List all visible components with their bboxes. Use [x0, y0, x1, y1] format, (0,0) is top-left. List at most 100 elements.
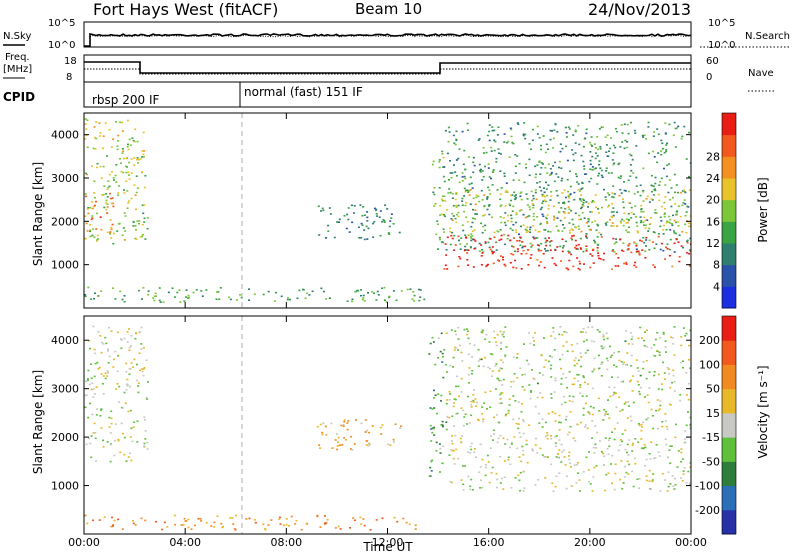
velocity-cell — [532, 336, 535, 339]
power-cell — [567, 200, 570, 203]
power-cell — [652, 194, 655, 196]
power-cell — [664, 122, 667, 124]
velocity-cell — [88, 340, 91, 342]
power-cell — [86, 119, 89, 121]
power-cell — [549, 199, 552, 201]
velocity-cell — [585, 456, 588, 459]
velocity-cell — [213, 521, 216, 524]
velocity-cell — [488, 481, 491, 484]
power-cell — [580, 230, 583, 233]
velocity-cell — [496, 486, 498, 489]
power-cell — [505, 189, 508, 192]
velocity-cell — [510, 487, 513, 489]
power-cell — [593, 168, 596, 170]
power-cell — [478, 163, 481, 166]
power-cell — [467, 129, 470, 131]
power-cell — [90, 298, 93, 300]
power-cell — [594, 157, 597, 160]
velocity-cell — [92, 388, 95, 390]
power-cell — [536, 244, 539, 246]
velocity-cell — [136, 441, 139, 443]
power-cell — [143, 217, 146, 220]
velocity-cell — [602, 419, 605, 421]
power-cell — [475, 194, 478, 196]
velocity-cell — [91, 413, 94, 416]
velocity-cell — [343, 437, 346, 439]
velocity-cell — [648, 387, 651, 389]
power-cell — [482, 146, 485, 149]
velocity-cell — [522, 471, 525, 473]
velocity-cell — [343, 419, 346, 421]
power-cell — [635, 245, 638, 247]
velocity-cell — [662, 361, 664, 364]
power-cell — [637, 250, 640, 253]
power-cell — [531, 139, 534, 142]
power-cell — [471, 235, 474, 237]
power-cell — [499, 205, 502, 208]
power-cell — [640, 211, 643, 213]
power-cell — [135, 208, 138, 210]
power-cell — [601, 176, 604, 178]
power-cell — [605, 199, 607, 201]
power-cell — [647, 121, 650, 124]
power-cell — [458, 181, 461, 184]
x-tick-label: 00:00 — [675, 536, 707, 549]
velocity-cell — [607, 399, 609, 401]
power-cell — [98, 122, 101, 124]
power-cell — [106, 188, 109, 191]
power-cell — [530, 190, 533, 193]
velocity-cell — [431, 408, 434, 410]
velocity-cell — [319, 423, 322, 426]
power-cell — [510, 217, 513, 220]
power-cell — [433, 187, 436, 189]
velocity-cell — [514, 400, 517, 402]
power-cell — [603, 188, 605, 191]
velocity-cell — [610, 463, 612, 465]
power-cell — [379, 234, 382, 237]
power-cell — [510, 253, 513, 255]
power-cell — [542, 215, 545, 217]
velocity-cell — [231, 517, 234, 519]
nsearch-tick-top: 10^5 — [708, 18, 735, 29]
velocity-cell — [435, 441, 438, 444]
velocity-cell — [579, 384, 582, 386]
power-cell — [462, 229, 465, 232]
velocity-cell — [493, 337, 496, 339]
velocity-cell — [562, 395, 565, 398]
velocity-cell — [445, 402, 448, 405]
power-cell — [662, 249, 665, 252]
power-cell — [636, 225, 639, 227]
power-cell — [493, 236, 496, 238]
power-cell — [623, 212, 626, 215]
velocity-cell — [683, 438, 686, 440]
power-cell — [510, 194, 512, 197]
velocity-cell — [544, 456, 547, 458]
power-cell — [187, 294, 190, 297]
velocity-cell — [325, 434, 328, 436]
velocity-cell — [434, 363, 437, 366]
power-cell — [537, 248, 540, 251]
power-cell — [465, 189, 467, 192]
power-cell — [625, 218, 628, 220]
velocity-cell — [630, 365, 633, 367]
velocity-cell — [118, 401, 121, 403]
power-cell — [516, 122, 519, 124]
velocity-cell — [544, 359, 547, 361]
velocity-cell — [285, 518, 288, 520]
power-cell — [413, 300, 416, 302]
velocity-cell — [508, 398, 511, 401]
velocity-cell — [613, 438, 616, 441]
power-cell — [91, 165, 93, 168]
velocity-cell — [460, 479, 463, 481]
velocity-cell — [522, 490, 525, 492]
velocity-cell — [438, 443, 441, 445]
velocity-cell — [480, 331, 483, 333]
power-cell — [486, 196, 489, 198]
power-cell — [617, 163, 620, 166]
velocity-cell — [605, 473, 608, 476]
power-cell — [679, 215, 682, 218]
velocity-cell — [97, 330, 100, 333]
power-cell — [537, 250, 540, 252]
power-cell — [444, 264, 447, 267]
power-cell — [431, 163, 434, 166]
